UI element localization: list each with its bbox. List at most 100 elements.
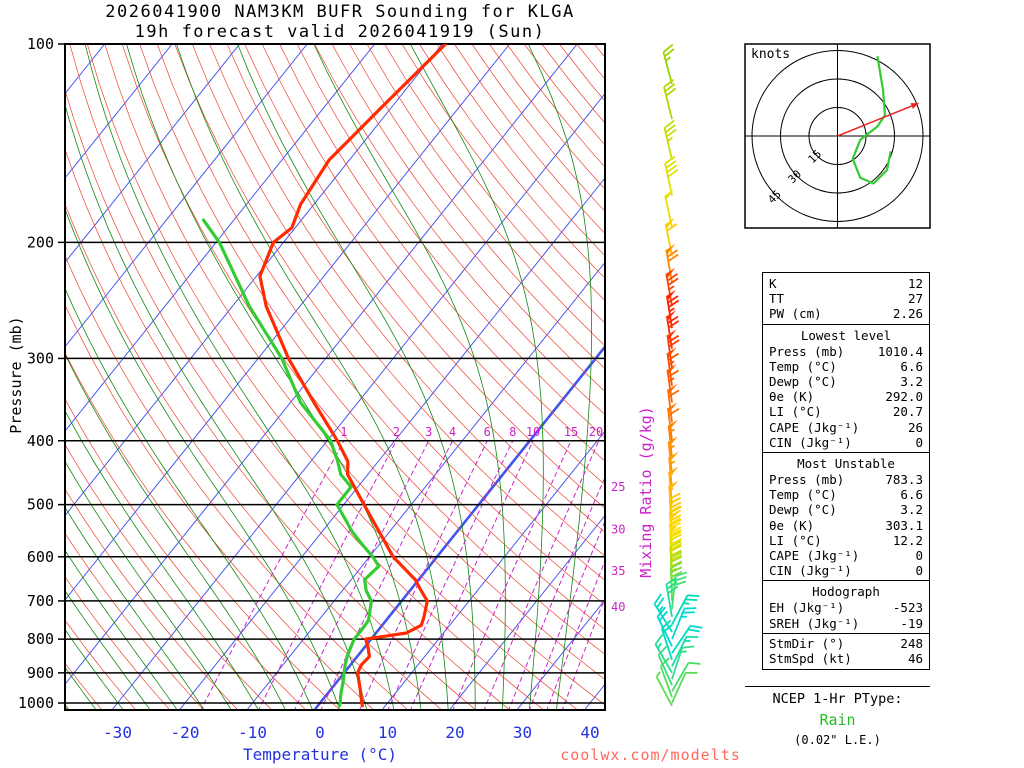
isotherm-line xyxy=(246,261,605,710)
moist-adiabat-line xyxy=(65,103,368,710)
sounding-profiles xyxy=(201,44,448,708)
stat-value: 1010.4 xyxy=(877,343,923,359)
dry-adiabat-line xyxy=(139,44,605,655)
wind-barb-staff xyxy=(665,315,673,349)
stat-label: Dewp (°C) xyxy=(769,502,837,518)
dry-adiabat-line xyxy=(69,44,545,710)
wind-barb-feather xyxy=(670,551,683,559)
stat-row: LI (°C) 20.7 xyxy=(763,404,929,419)
wind-barb-feather xyxy=(674,576,687,582)
wind-barb-half-feather xyxy=(657,642,662,649)
stat-row: CIN (Jkg⁻¹) 0 xyxy=(763,563,929,578)
wind-barb-staff xyxy=(664,163,673,197)
wind-barb-flag xyxy=(668,436,679,447)
mixing-ratio-label: 30 xyxy=(611,522,625,536)
mixing-ratio-line xyxy=(561,596,605,710)
stat-label: StmDir (°) xyxy=(769,635,845,651)
stat-row: SREH (Jkg⁻¹) -19 xyxy=(763,616,929,631)
wind-barb-flag xyxy=(669,466,679,477)
isotherm-line xyxy=(65,44,241,264)
wind-barb-feather xyxy=(674,580,687,586)
stat-row: Dewp (°C) 3.2 xyxy=(763,502,929,517)
wind-barb-feather xyxy=(666,581,678,590)
wind-barb-feather xyxy=(670,555,683,563)
mixing-ratio-label: 1 xyxy=(340,425,347,439)
wind-barb-feather xyxy=(667,168,679,178)
wind-barb-feather xyxy=(665,87,677,97)
dry-adiabat-line xyxy=(65,398,307,710)
wind-barb-flag xyxy=(667,329,677,341)
dry-adiabat-line xyxy=(65,662,103,710)
stat-label: Dewp (°C) xyxy=(769,374,837,390)
wind-barb-feather xyxy=(664,119,675,129)
wind-barb-feather xyxy=(670,566,683,574)
wind-barb-feather xyxy=(670,530,682,539)
wind-barb-feather xyxy=(654,634,664,645)
pressure-tick-label: 700 xyxy=(27,592,54,610)
stat-value: -523 xyxy=(892,600,923,616)
wind-barb-staff xyxy=(663,127,673,161)
stat-value: 26 xyxy=(907,419,923,435)
dry-adiabat-line xyxy=(331,44,605,392)
temperature-axis-label: Temperature (°C) xyxy=(242,745,398,764)
wind-barb-feather xyxy=(670,549,682,557)
wind-barb-staff xyxy=(671,647,684,680)
stat-label: Press (mb) xyxy=(769,472,845,488)
wind-barb-staff xyxy=(657,654,673,686)
sounding-stats-panel: K 12 TT 27 PW (cm) 2.26 Lowest level Press (mb)… xyxy=(762,272,930,671)
wind-barb-staff xyxy=(671,672,687,704)
wind-barb-feather xyxy=(688,661,701,665)
wind-barb-half-feather xyxy=(665,56,672,62)
wind-barb-feather xyxy=(669,505,681,513)
wind-barb-feather xyxy=(667,369,680,378)
wind-barb-feather xyxy=(682,645,695,649)
stat-label: LI (°C) xyxy=(769,532,822,548)
wind-barb-feather xyxy=(669,517,681,525)
dry-adiabat-line xyxy=(384,44,605,324)
wind-barb-column xyxy=(653,43,703,707)
moist-adiabat-line xyxy=(65,460,232,710)
pressure-tick-label: 300 xyxy=(27,349,54,367)
moist-adiabat-line xyxy=(65,549,178,710)
mixing-ratio-label: 35 xyxy=(611,564,625,578)
wind-barb-feather xyxy=(670,538,682,546)
wind-barb-feather xyxy=(669,540,682,548)
wind-barb-flag xyxy=(668,419,679,431)
stat-label: CAPE (Jkg⁻¹) xyxy=(769,548,860,564)
stat-label: PW (cm) xyxy=(769,306,822,322)
dry-adiabat-line xyxy=(366,44,605,347)
ptype-panel: NCEP 1-Hr PType: Rain (0.02" L.E.) xyxy=(745,686,930,747)
wind-barb-feather xyxy=(657,645,668,656)
stat-value: 783.3 xyxy=(885,472,923,488)
stat-label: θe (K) xyxy=(769,389,815,405)
pressure-tick-label: 800 xyxy=(27,630,54,648)
moist-adiabat-line xyxy=(176,44,449,710)
dry-adiabat-line xyxy=(65,532,205,710)
wind-barb-feather xyxy=(665,160,677,169)
watermark-link: coolwx.com/modelts xyxy=(560,746,741,764)
mixing-ratio-label: 10 xyxy=(526,425,540,439)
wind-barb-flag xyxy=(666,243,676,255)
wind-barb-feather xyxy=(665,576,677,586)
stat-row: Temp (°C) 6.6 xyxy=(763,487,929,502)
wind-barb-feather xyxy=(667,253,679,262)
stat-label: θe (K) xyxy=(769,517,815,533)
wind-barb-feather xyxy=(667,315,679,324)
wind-barb-staff xyxy=(667,407,673,441)
moist-adiabat-line xyxy=(65,287,313,710)
stat-value: 6.6 xyxy=(900,358,923,374)
stat-row: CAPE (Jkg⁻¹) 26 xyxy=(763,420,929,435)
isotherm-line xyxy=(381,430,605,710)
moist-adiabat-line xyxy=(313,44,506,710)
stats-section-title: Lowest level xyxy=(800,327,892,343)
wind-barb-feather xyxy=(667,352,680,361)
wind-barb-flag xyxy=(665,217,675,229)
wind-barb-feather xyxy=(669,492,681,500)
mixing-ratio-label: 25 xyxy=(611,480,625,494)
wind-barb-half-feather xyxy=(680,650,687,653)
dry-adiabat-line xyxy=(244,44,605,509)
stat-label: CAPE (Jkg⁻¹) xyxy=(769,419,860,435)
stat-row: TT 27 xyxy=(763,291,929,306)
wind-barb-feather xyxy=(687,628,700,633)
